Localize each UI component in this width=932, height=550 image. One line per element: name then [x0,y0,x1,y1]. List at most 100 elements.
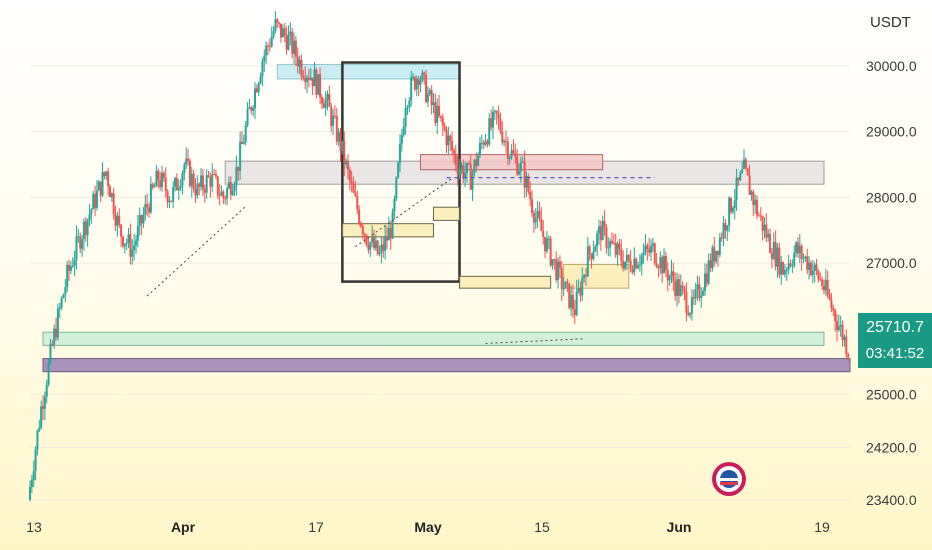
candle-body [203,189,206,193]
candle-body [809,262,812,275]
candle-body [107,171,110,187]
candle-body [822,285,825,291]
candle-body [276,19,279,23]
candle-body [815,264,818,271]
candle-body [259,76,262,84]
candle-body [562,288,565,290]
candle-body [185,158,188,165]
candle-body [482,142,485,145]
candle-body [326,94,329,100]
candle-body [538,210,541,219]
candle-body [144,204,147,215]
candle-body [447,135,450,146]
cyan-zone [276,63,461,80]
candle-body [255,88,258,93]
candle-body [443,125,446,130]
candle-body [527,176,530,192]
candle-body [780,262,783,275]
candle-body [131,250,134,257]
candle-body [800,245,803,260]
candle-body [38,427,41,431]
candle-body [791,265,794,267]
candle-body [393,198,396,212]
candle-body [456,164,459,175]
candle-body [508,157,511,159]
candle-body [378,253,381,255]
candle-body [676,279,679,296]
candle-body [105,171,108,176]
candle-body [88,214,91,220]
candle-body [761,215,764,231]
candle-body [216,176,219,196]
candle-body [94,194,97,208]
candle-body [540,218,543,231]
candle-body [201,175,204,190]
candle-body [64,286,67,295]
y-tick-label: 30000.0 [866,58,917,74]
candle-body [813,264,816,271]
candle-body [68,264,71,271]
candle-body [333,115,336,117]
candle-body [452,150,455,154]
candle-body [51,344,54,346]
candle-body [560,267,563,290]
candle-body [782,262,785,275]
flag-logo-icon[interactable] [710,460,748,498]
candle-body [796,242,799,254]
candle-body [81,239,84,249]
candle-body [659,257,662,269]
candle-body [235,166,238,186]
candle-body [588,246,591,254]
candle-body [471,172,474,190]
candle-body [242,141,245,144]
candle-body [616,243,619,255]
candle-body [478,142,481,156]
gridlines [30,65,850,501]
candle-body [694,289,697,299]
candle-body [564,281,567,289]
candle-body [120,224,123,237]
candle-body [319,74,322,98]
candle-body [166,190,169,203]
candle-body [60,297,63,308]
candle-body [213,174,216,176]
candle-body [795,242,798,253]
candle-body [531,199,534,213]
candle-body [789,263,792,266]
candle-body [776,247,779,267]
candle-body [425,74,428,102]
candle-body [798,245,801,254]
candle-body [542,230,545,237]
candle-body [207,175,210,177]
candle-body [365,235,368,245]
candle-body [198,183,201,187]
candle-body [289,31,292,35]
candle-body [175,177,178,191]
candle-body [183,164,186,174]
candle-body [170,200,173,202]
candle-body [84,221,87,236]
candle-body [352,183,355,193]
candle-body [754,199,757,206]
candle-body [116,215,119,226]
candle-body [674,281,677,296]
candle-body [664,256,667,271]
green-zone [42,331,825,346]
candle-body [343,141,346,165]
candle-body [423,72,426,75]
candle-body [663,256,666,274]
candle-body [579,288,582,296]
candle-body [651,243,654,246]
candle-body [506,141,509,159]
candle-body [97,181,100,191]
candle-body [280,23,283,38]
candle-body [689,313,692,316]
candle-body [519,162,522,172]
candle-body [140,215,143,224]
candle-body [127,234,130,244]
candle-body [348,169,351,181]
candle-body [413,77,416,90]
candle-body [75,236,78,260]
candle-body [702,290,705,296]
